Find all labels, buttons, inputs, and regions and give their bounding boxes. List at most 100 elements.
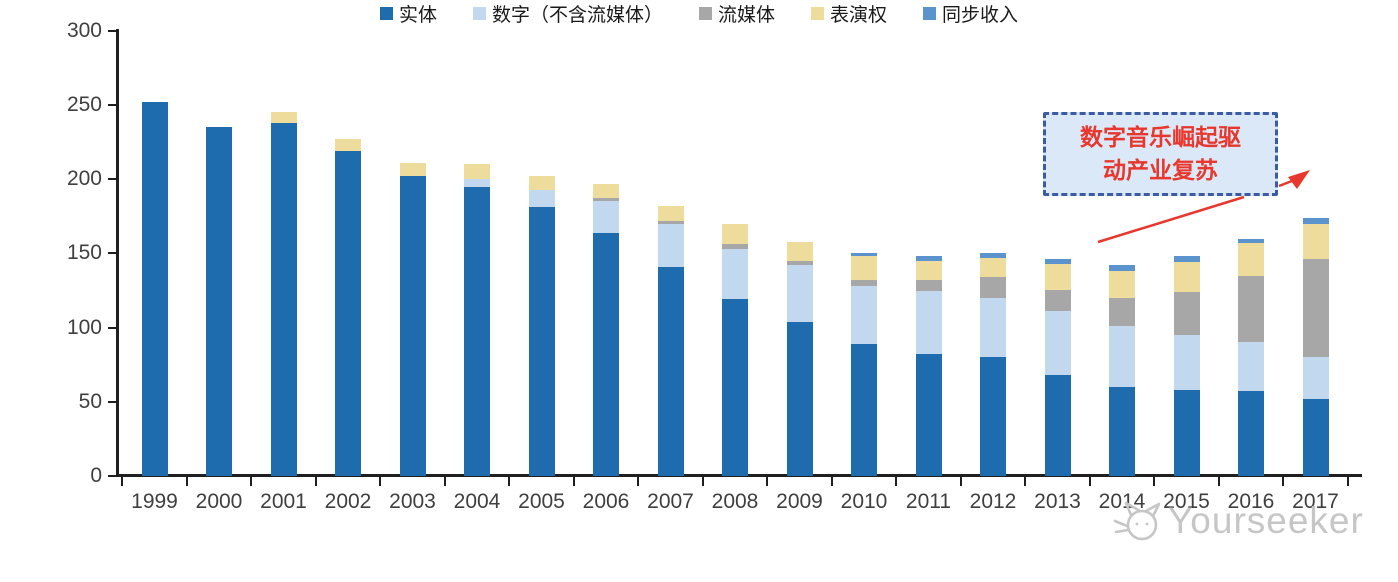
x-tick-0 xyxy=(121,477,124,486)
x-tick-label-1999: 1999 xyxy=(131,490,178,513)
x-tick-label-2005: 2005 xyxy=(518,490,565,513)
bar-segment-流媒体 xyxy=(1044,290,1071,312)
bar-segment-同步收入 xyxy=(1109,265,1135,272)
bar-segment-表演权 xyxy=(915,260,942,281)
x-tick-label-2012: 2012 xyxy=(969,490,1017,513)
bar-segment-实体 xyxy=(1173,389,1200,476)
bar-2001 xyxy=(270,112,297,476)
y-tick-label-0: 0 xyxy=(90,464,102,487)
bar-segment-数字（不含流媒体） xyxy=(722,248,748,300)
bar-segment-流媒体 xyxy=(851,280,877,286)
bar-segment-表演权 xyxy=(270,112,297,123)
watermark-text: Yourseeker xyxy=(1168,500,1364,541)
bar-segment-实体 xyxy=(915,354,942,476)
bar-segment-数字（不含流媒体） xyxy=(1109,326,1135,387)
bar-segment-数字（不含流媒体） xyxy=(1173,334,1200,390)
x-tick-label-2006: 2006 xyxy=(582,490,630,513)
y-tick-label-150: 150 xyxy=(66,241,102,265)
legend-item-表演权: 表演权 xyxy=(811,0,887,27)
x-tick-label-2009: 2009 xyxy=(776,490,823,513)
legend-swatch-表演权 xyxy=(811,7,824,20)
legend-item-同步收入: 同步收入 xyxy=(923,0,1018,27)
bar-segment-实体 xyxy=(270,122,297,476)
legend-swatch-实体 xyxy=(379,7,393,20)
bar-segment-流媒体 xyxy=(722,244,748,249)
x-tick-18 xyxy=(1282,477,1285,486)
y-tick-200 xyxy=(108,178,116,181)
bar-2017 xyxy=(1302,217,1329,476)
legend-label-实体: 实体 xyxy=(398,5,437,26)
bar-segment-实体 xyxy=(1238,391,1264,476)
bar-segment-表演权 xyxy=(657,205,684,221)
legend-swatch-同步收入 xyxy=(923,7,937,20)
bar-segment-表演权 xyxy=(1109,271,1135,298)
bar-2015 xyxy=(1173,256,1200,476)
bar-2003 xyxy=(399,162,426,476)
x-tick-15 xyxy=(1088,477,1091,486)
legend-item-数字（不含流媒体）: 数字（不含流媒体） xyxy=(472,0,663,27)
bar-segment-实体 xyxy=(786,321,813,476)
x-tick-10 xyxy=(766,477,769,486)
bar-segment-数字（不含流媒体） xyxy=(1044,311,1071,376)
bar-segment-表演权 xyxy=(851,256,877,281)
bar-segment-流媒体 xyxy=(593,198,619,202)
x-tick-label-2015: 2015 xyxy=(1163,490,1210,513)
y-tick-label-300: 300 xyxy=(66,18,102,42)
bar-segment-流媒体 xyxy=(1109,297,1135,327)
bar-segment-实体 xyxy=(851,343,877,476)
bar-segment-实体 xyxy=(657,266,684,476)
x-tick-2 xyxy=(250,477,253,486)
bar-segment-实体 xyxy=(1044,375,1071,476)
x-tick-label-2017: 2017 xyxy=(1292,490,1339,513)
bar-segment-流媒体 xyxy=(1302,259,1329,358)
x-tick-label-2007: 2007 xyxy=(647,490,694,513)
x-tick-13 xyxy=(959,477,962,486)
x-tick-11 xyxy=(830,477,833,486)
bar-segment-实体 xyxy=(593,232,619,476)
legend-item-流媒体: 流媒体 xyxy=(698,0,775,27)
y-tick-100 xyxy=(108,326,116,329)
bar-2012 xyxy=(980,253,1006,476)
y-tick-300 xyxy=(108,29,116,32)
x-tick-label-2013: 2013 xyxy=(1034,490,1081,513)
y-tick-0 xyxy=(108,475,116,477)
bar-2005 xyxy=(528,176,555,476)
bar-segment-数字（不含流媒体） xyxy=(593,201,619,233)
bar-segment-表演权 xyxy=(593,183,619,199)
bar-segment-实体 xyxy=(335,150,361,476)
bar-2002 xyxy=(335,139,361,476)
legend-label-表演权: 表演权 xyxy=(830,5,888,26)
bar-2014 xyxy=(1109,265,1135,476)
y-tick-50 xyxy=(108,400,116,403)
bar-segment-实体 xyxy=(1109,386,1135,476)
bar-segment-表演权 xyxy=(1238,243,1264,276)
legend-label-数字（不含流媒体）: 数字（不含流媒体） xyxy=(491,5,663,26)
bar-segment-流媒体 xyxy=(1238,275,1264,343)
legend-swatch-数字（不含流媒体） xyxy=(472,7,486,20)
bar-2009 xyxy=(786,241,813,477)
x-tick-14 xyxy=(1024,477,1027,486)
x-tick-19 xyxy=(1346,477,1349,486)
bar-segment-实体 xyxy=(722,299,748,476)
legend-label-流媒体: 流媒体 xyxy=(717,5,775,26)
bar-segment-实体 xyxy=(399,176,426,476)
bar-2007 xyxy=(657,205,684,476)
x-tick-1 xyxy=(185,477,188,486)
bar-2013 xyxy=(1044,259,1071,476)
x-tick-label-2010: 2010 xyxy=(840,490,888,513)
x-tick-8 xyxy=(637,477,640,486)
x-tick-5 xyxy=(443,477,446,486)
bar-segment-数字（不含流媒体） xyxy=(528,189,555,208)
legend: 实体 数字（不含流媒体） 流媒体 表演权 同步收入 xyxy=(0,0,1398,27)
bar-segment-表演权 xyxy=(335,139,361,151)
y-tick-label-250: 250 xyxy=(66,93,102,116)
x-tick-12 xyxy=(895,477,898,486)
bar-segment-实体 xyxy=(528,207,555,476)
bar-segment-流媒体 xyxy=(786,260,813,266)
watermark: Yourseeker xyxy=(1112,499,1364,543)
x-tick-label-2008: 2008 xyxy=(711,490,759,513)
bar-segment-实体 xyxy=(980,357,1006,476)
bar-segment-实体 xyxy=(1302,398,1329,476)
bar-segment-同步收入 xyxy=(1173,256,1200,263)
